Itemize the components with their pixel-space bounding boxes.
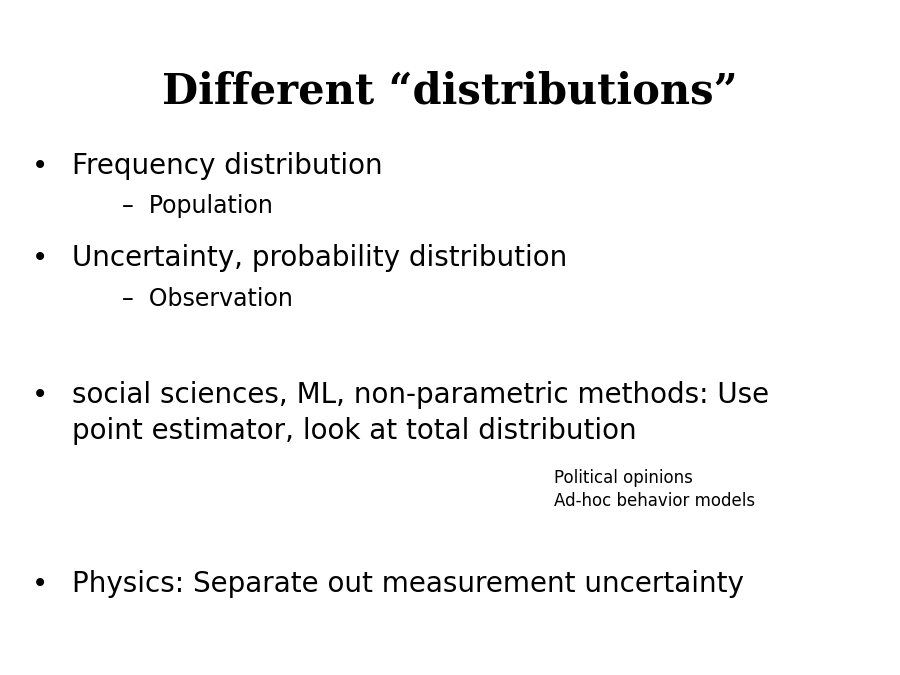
Text: •: • — [32, 381, 48, 409]
Text: •: • — [32, 244, 48, 272]
Text: •: • — [32, 570, 48, 598]
Text: Political opinions
Ad-hoc behavior models: Political opinions Ad-hoc behavior model… — [554, 469, 754, 510]
Text: Frequency distribution: Frequency distribution — [72, 152, 382, 180]
Text: Different “distributions”: Different “distributions” — [162, 71, 738, 113]
Text: –  Observation: – Observation — [122, 287, 292, 311]
Text: social sciences, ML, non-parametric methods: Use
point estimator, look at total : social sciences, ML, non-parametric meth… — [72, 381, 770, 445]
Text: Physics: Separate out measurement uncertainty: Physics: Separate out measurement uncert… — [72, 570, 744, 598]
Text: –  Population: – Population — [122, 194, 273, 219]
Text: •: • — [32, 152, 48, 180]
Text: Uncertainty, probability distribution: Uncertainty, probability distribution — [72, 244, 567, 272]
